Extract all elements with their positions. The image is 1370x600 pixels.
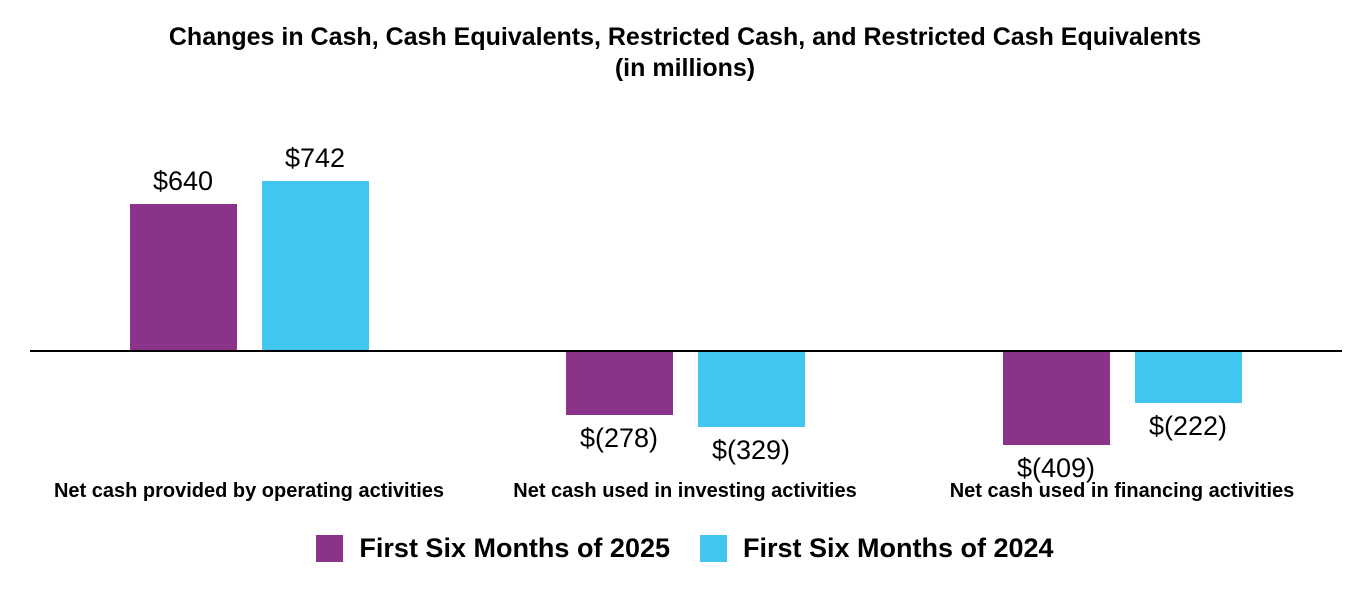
- chart-title-line2: (in millions): [614, 54, 756, 82]
- legend-item-2024: First Six Months of 2024: [700, 534, 1054, 562]
- legend-swatch-2025: [316, 534, 344, 562]
- category-label-investing: Net cash used in investing activities: [513, 480, 857, 502]
- legend-swatch-2024: [700, 534, 727, 562]
- bar-value-label: $(278): [579, 423, 659, 453]
- bar-2025-operating: [129, 204, 237, 350]
- category-label-financing: Net cash used in financing activities: [949, 480, 1295, 502]
- chart-title: Changes in Cash, Cash Equivalents, Restr…: [0, 22, 1370, 84]
- bar-2025-investing: [565, 352, 673, 415]
- bar-value-label: $640: [152, 166, 214, 196]
- category-label-operating: Net cash provided by operating activitie…: [53, 480, 445, 502]
- legend-label-2025: First Six Months of 2025: [359, 533, 670, 563]
- x-axis-line: [30, 350, 1342, 352]
- bar-value-label: $(329): [711, 435, 791, 465]
- bar-2024-operating: [261, 181, 369, 350]
- bar-2024-financing: [1134, 352, 1242, 403]
- legend-item-2025: First Six Months of 2025: [316, 534, 670, 562]
- bar-value-label: $(222): [1148, 411, 1228, 441]
- bar-value-label: $(409): [1016, 453, 1096, 483]
- legend-label-2024: First Six Months of 2024: [743, 533, 1054, 563]
- legend: First Six Months of 2025 First Six Months…: [0, 534, 1370, 562]
- chart-title-line1: Changes in Cash, Cash Equivalents, Restr…: [168, 23, 1202, 51]
- bar-value-label: $742: [284, 143, 346, 173]
- bar-2024-investing: [697, 352, 805, 427]
- bar-2025-financing: [1002, 352, 1110, 445]
